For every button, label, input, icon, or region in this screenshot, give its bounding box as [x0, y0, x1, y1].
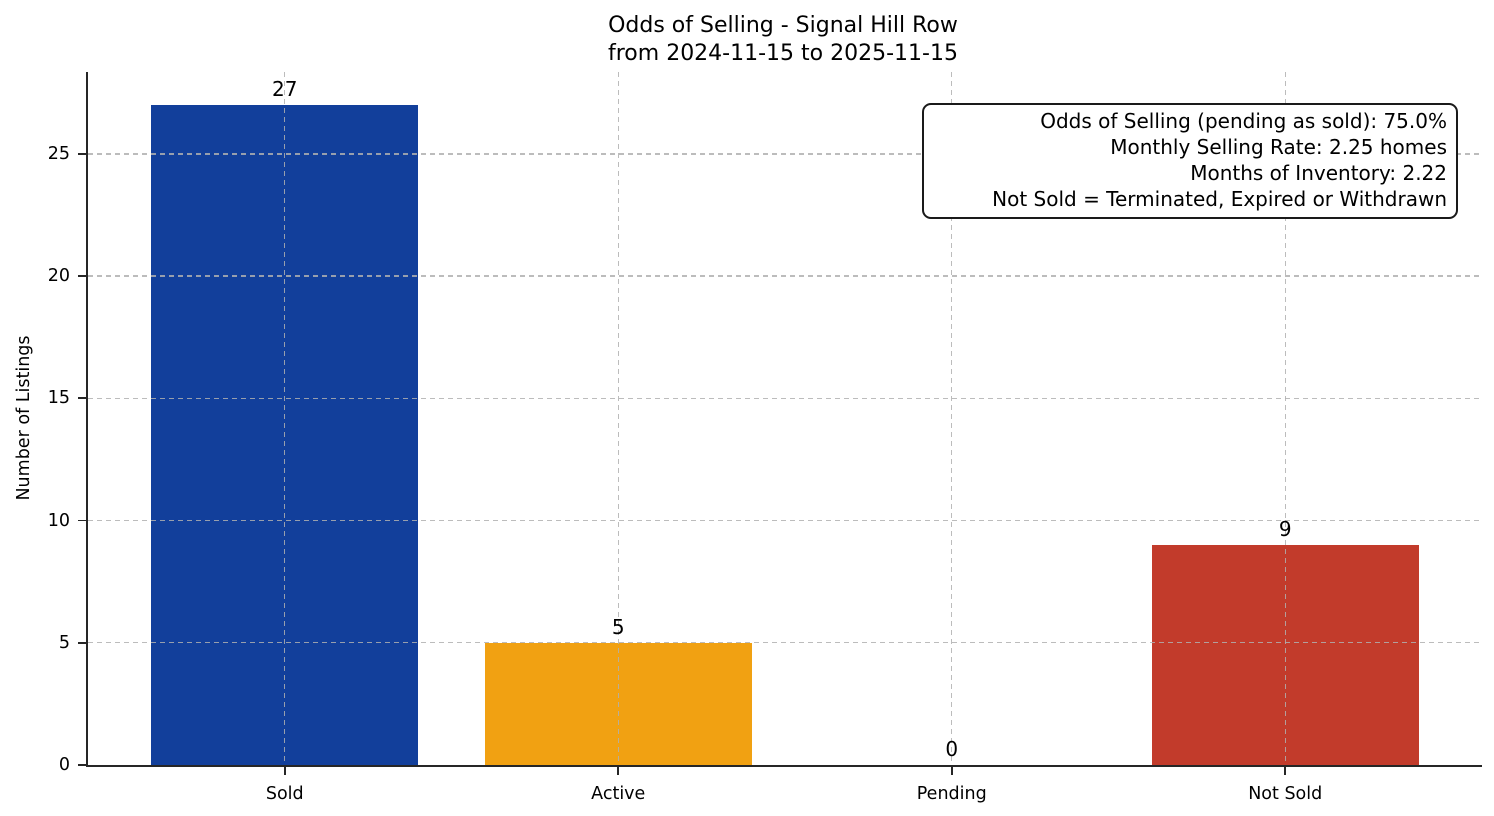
annotation-box: Odds of Selling (pending as sold): 75.0%… [922, 103, 1458, 219]
y-tick-label: 25 [47, 143, 70, 164]
y-tick-label: 5 [58, 632, 70, 653]
y-tick-mark [78, 519, 86, 522]
y-tick-label: 15 [47, 388, 70, 409]
x-tick-mark [617, 767, 620, 775]
x-tick-label-sold: Sold [265, 784, 304, 804]
annotation-line-1: Odds of Selling (pending as sold): 75.0% [1040, 109, 1447, 133]
y-gridline [88, 153, 1482, 155]
y-gridline [88, 397, 1482, 400]
x-tick-label-not-sold: Not Sold [1248, 784, 1323, 804]
y-tick-mark [78, 397, 86, 400]
y-tick-label: 20 [47, 266, 70, 287]
x-tick-mark [950, 767, 953, 775]
annotation-line-4: Not Sold = Terminated, Expired or Withdr… [992, 187, 1447, 211]
y-tick-label: 10 [47, 510, 70, 531]
bar-value-label-not-sold: 9 [1278, 517, 1292, 541]
bar-value-label-sold: 27 [272, 77, 298, 101]
y-gridline [88, 519, 1482, 522]
x-gridline [951, 72, 953, 765]
x-tick-label-pending: Pending [916, 784, 987, 804]
x-gridline [1284, 72, 1286, 765]
y-gridline [88, 642, 1482, 644]
y-tick-mark [78, 641, 86, 644]
plot-area: 0 5 10 15 20 25 Sold 27 Active 5 Pending 0 Not Sold 9 [48, 72, 1482, 804]
x-gridline [284, 72, 286, 765]
y-tick-mark [78, 275, 86, 277]
x-tick-label-active: Active [591, 784, 646, 804]
bar-value-label-pending: 0 [945, 737, 959, 761]
bar-value-label-active: 5 [611, 614, 625, 639]
chart-title: Odds of Selling - Signal Hill Row from 2… [608, 13, 958, 66]
x-gridline [617, 72, 619, 765]
y-gridline [88, 275, 1482, 277]
x-tick-mark [283, 767, 286, 775]
y-tick-mark [78, 764, 86, 766]
y-tick-mark [78, 152, 86, 155]
annotation-line-2: Monthly Selling Rate: 2.25 homes [1110, 135, 1447, 159]
x-tick-mark [1284, 767, 1287, 775]
y-tick-label: 0 [58, 755, 70, 775]
annotation-line-3: Months of Inventory: 2.22 [1190, 161, 1447, 185]
